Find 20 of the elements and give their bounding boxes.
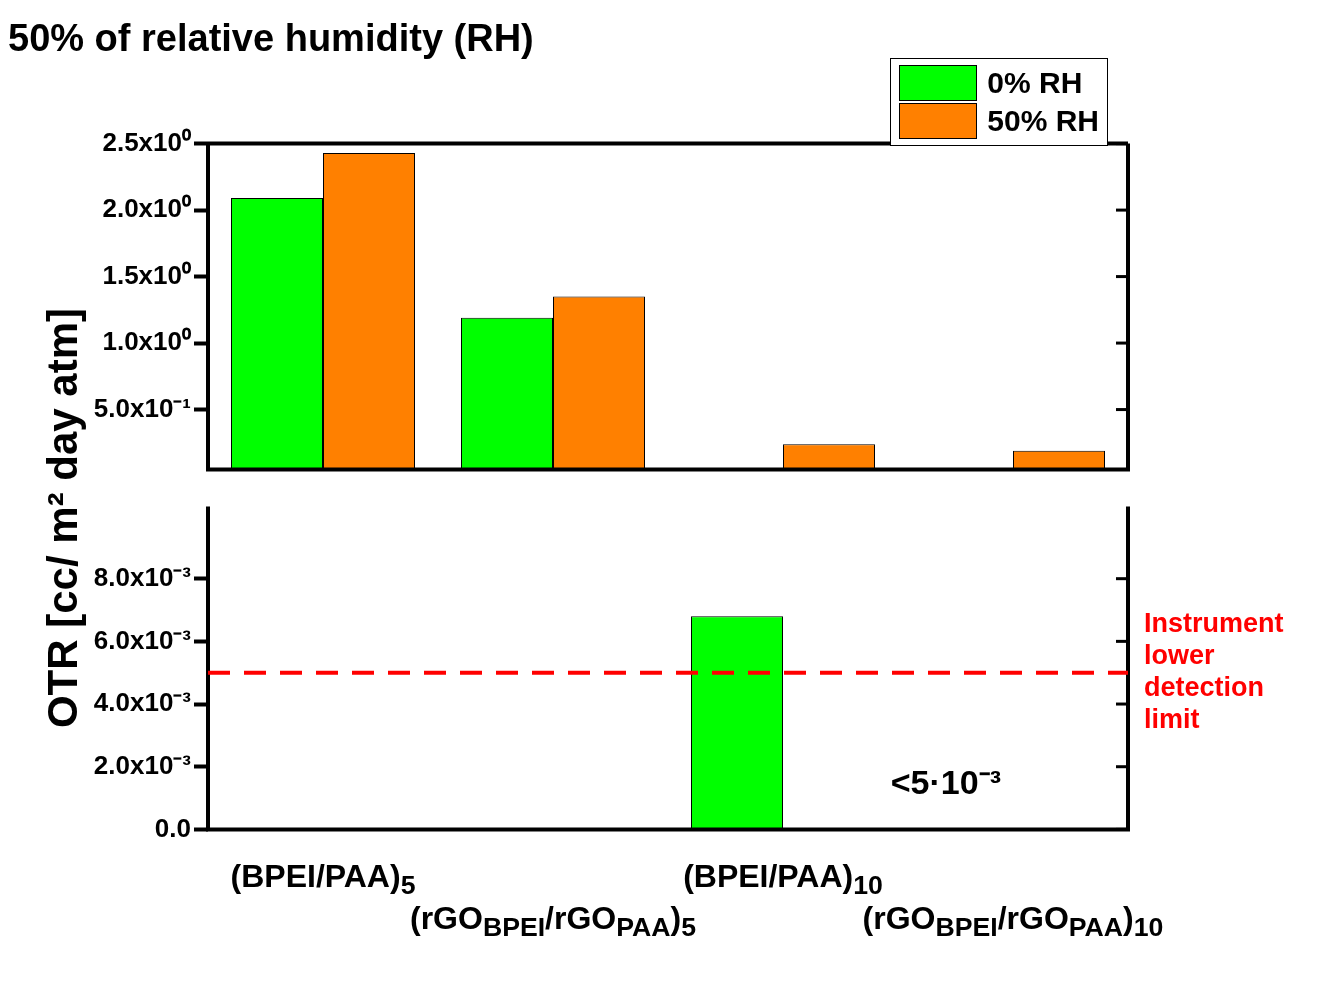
y-tick-label: 5.0x10⁻¹	[93, 392, 191, 423]
y-tick-label: 6.0x10⁻³	[93, 624, 192, 655]
x-tick-label: (rGO$_{BPEI}$/rGO$_{PAA}$)$_{10}$	[862, 900, 1164, 944]
y-tick-label: 4.0x10⁻³	[93, 687, 192, 718]
y-tick-label: 2.0x10⁻³	[93, 749, 192, 780]
chart-title: 50% of relative humidity (RH)	[8, 17, 534, 60]
y-tick-label: 0.0	[154, 812, 191, 843]
x-tick-label: (rGO$_{BPEI}$/rGO$_{PAA}$)$_{5}$	[409, 900, 697, 944]
legend-label: 0% RH	[987, 66, 1083, 100]
x-tick-label: (BPEI/PAA)$_{10}$	[683, 858, 883, 902]
y-axis-title: OTR [cc/ m² day atm]	[39, 307, 87, 729]
y-tick-label: 8.0x10⁻³	[93, 561, 192, 592]
legend-label: 50% RH	[987, 104, 1099, 138]
annotation: <5·10⁻³	[890, 762, 1001, 801]
y-tick-label: 1.0x10⁰	[102, 326, 192, 357]
y-tick-label: 1.5x10⁰	[102, 259, 192, 290]
y-tick-label: 2.5x10⁰	[102, 126, 192, 157]
ref-line-label: Instrument lower detection limit	[1144, 608, 1284, 735]
x-tick-label: (BPEI/PAA)$_{5}$	[230, 858, 416, 902]
y-tick-label: 2.0x10⁰	[102, 193, 192, 224]
